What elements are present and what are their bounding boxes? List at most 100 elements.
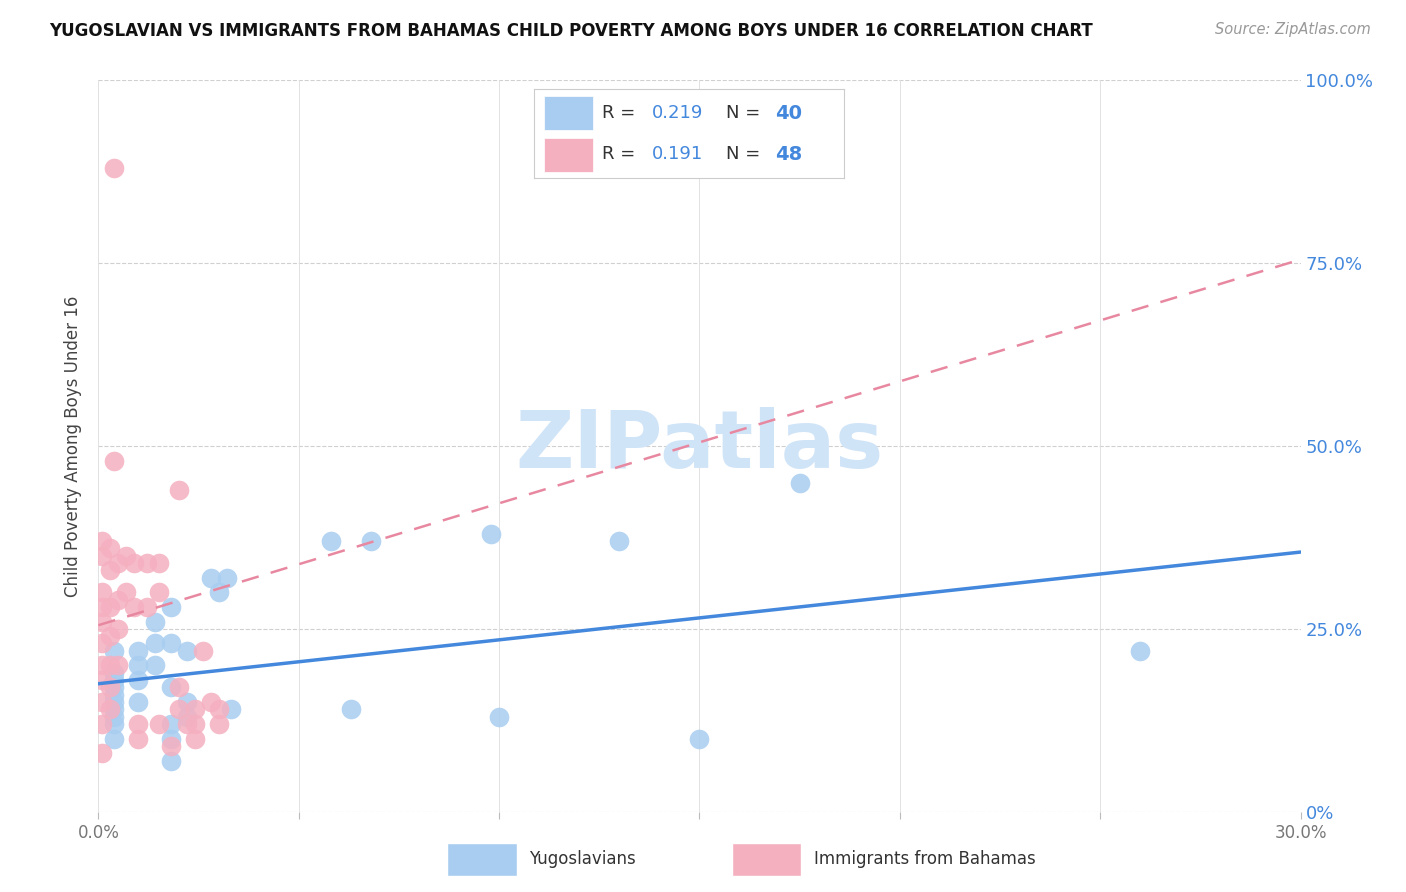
Point [143, 615, 166, 629]
Point [176, 695, 198, 709]
Point [167, 702, 190, 716]
FancyBboxPatch shape [447, 843, 517, 876]
Point [176, 644, 198, 658]
Point [103, 695, 125, 709]
Point [128, 658, 150, 673]
Point [689, 731, 711, 746]
Point [360, 534, 382, 549]
Point [208, 717, 231, 731]
Point [609, 534, 631, 549]
Point [135, 556, 157, 570]
Text: N =: N = [725, 145, 761, 163]
Point [479, 526, 502, 541]
Point [135, 599, 157, 614]
Point [103, 681, 125, 695]
Point [103, 731, 125, 746]
Point [148, 717, 170, 731]
Text: Yugoslavians: Yugoslavians [530, 849, 636, 868]
Point [91, 658, 114, 673]
Point [143, 658, 166, 673]
Point [200, 695, 222, 709]
Point [200, 571, 222, 585]
Point [159, 599, 181, 614]
Point [115, 585, 138, 599]
Point [107, 622, 129, 636]
Point [183, 731, 205, 746]
Text: 40: 40 [776, 103, 803, 123]
Point [91, 549, 114, 563]
Point [159, 717, 181, 731]
Point [124, 599, 146, 614]
Point [215, 571, 238, 585]
Point [107, 556, 129, 570]
Point [124, 556, 146, 570]
Point [191, 644, 214, 658]
Point [91, 585, 114, 599]
Point [143, 636, 166, 650]
Point [176, 717, 198, 731]
FancyBboxPatch shape [733, 843, 801, 876]
Point [148, 585, 170, 599]
Text: ZIPatlas: ZIPatlas [516, 407, 883, 485]
Point [91, 636, 114, 650]
Point [103, 161, 125, 175]
Point [167, 681, 190, 695]
Point [159, 739, 181, 753]
Point [128, 717, 150, 731]
Point [115, 549, 138, 563]
Point [159, 731, 181, 746]
Point [128, 673, 150, 687]
Text: Source: ZipAtlas.com: Source: ZipAtlas.com [1215, 22, 1371, 37]
Text: N =: N = [725, 104, 761, 122]
Point [208, 585, 231, 599]
Point [789, 475, 811, 490]
Point [219, 702, 242, 716]
Point [107, 658, 129, 673]
Point [103, 673, 125, 687]
FancyBboxPatch shape [544, 138, 593, 172]
Point [148, 556, 170, 570]
Text: R =: R = [602, 104, 636, 122]
Text: Immigrants from Bahamas: Immigrants from Bahamas [814, 849, 1036, 868]
Point [100, 702, 122, 716]
Point [208, 702, 231, 716]
Point [91, 746, 114, 760]
Text: R =: R = [602, 145, 636, 163]
Point [100, 658, 122, 673]
Point [103, 665, 125, 680]
Point [128, 644, 150, 658]
FancyBboxPatch shape [544, 96, 593, 130]
Text: 0.219: 0.219 [652, 104, 703, 122]
Y-axis label: Child Poverty Among Boys Under 16: Child Poverty Among Boys Under 16 [65, 295, 83, 597]
Point [91, 599, 114, 614]
Point [103, 644, 125, 658]
Point [107, 592, 129, 607]
Point [91, 717, 114, 731]
Point [128, 731, 150, 746]
Point [91, 695, 114, 709]
Point [159, 681, 181, 695]
Point [91, 673, 114, 687]
Point [91, 615, 114, 629]
Point [100, 563, 122, 577]
Point [103, 709, 125, 723]
Point [176, 709, 198, 723]
Point [103, 717, 125, 731]
Point [103, 453, 125, 467]
Point [159, 636, 181, 650]
Point [319, 534, 342, 549]
Text: 48: 48 [776, 145, 803, 164]
Point [91, 534, 114, 549]
Point [167, 483, 190, 497]
Point [128, 695, 150, 709]
Point [340, 702, 363, 716]
Point [488, 709, 510, 723]
Point [100, 629, 122, 643]
Point [100, 599, 122, 614]
Point [103, 702, 125, 716]
Point [183, 717, 205, 731]
Text: YUGOSLAVIAN VS IMMIGRANTS FROM BAHAMAS CHILD POVERTY AMONG BOYS UNDER 16 CORRELA: YUGOSLAVIAN VS IMMIGRANTS FROM BAHAMAS C… [49, 22, 1092, 40]
Point [183, 702, 205, 716]
Point [103, 688, 125, 702]
Text: 0.191: 0.191 [652, 145, 703, 163]
